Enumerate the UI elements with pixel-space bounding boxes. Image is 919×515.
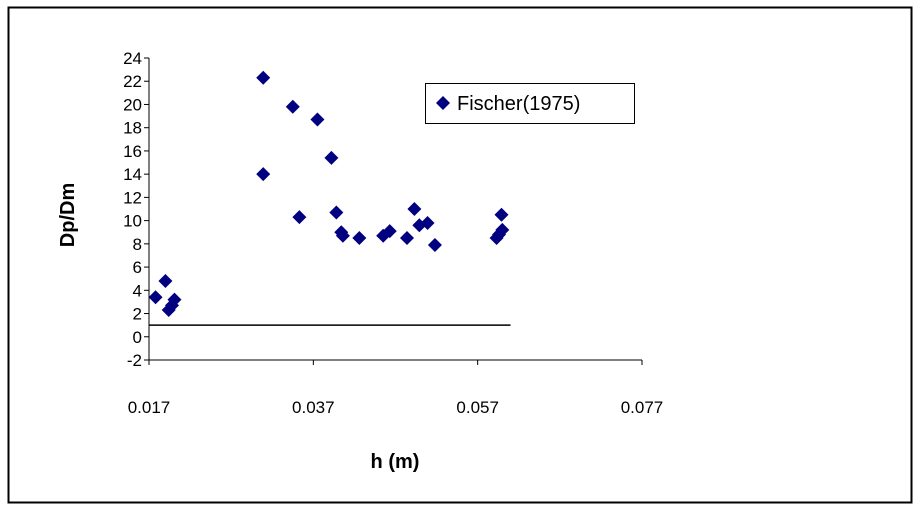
- data-point: [256, 70, 271, 85]
- data-point: [427, 238, 442, 253]
- data-point: [335, 228, 350, 243]
- data-point: [285, 99, 300, 114]
- data-point: [310, 112, 325, 127]
- data-point: [158, 274, 173, 289]
- data-point: [148, 290, 163, 305]
- data-point: [292, 210, 307, 225]
- chart-border: [7, 6, 913, 504]
- y-tick-label: 22: [123, 72, 142, 91]
- y-tick-label: 8: [133, 235, 142, 254]
- legend: Fischer(1975): [425, 83, 635, 124]
- y-tick-label: 6: [133, 258, 142, 277]
- data-point: [329, 205, 344, 220]
- x-tick-label: 0.037: [292, 398, 335, 417]
- x-tick-label: 0.077: [621, 398, 664, 417]
- y-tick-label: 10: [123, 212, 142, 231]
- data-point: [495, 222, 510, 237]
- data-point: [324, 150, 339, 165]
- x-tick-label: 0.017: [128, 398, 171, 417]
- y-tick-label: 18: [123, 119, 142, 138]
- y-tick-label: 4: [133, 281, 142, 300]
- y-tick-label: 16: [123, 142, 142, 161]
- legend-box: [425, 83, 635, 124]
- data-points: [148, 70, 510, 318]
- y-tick-label: 0: [133, 328, 142, 347]
- data-point: [400, 231, 415, 246]
- data-point: [420, 215, 435, 230]
- legend-label: Fischer(1975): [457, 93, 580, 115]
- y-tick-label: 2: [133, 305, 142, 324]
- data-point: [407, 202, 422, 216]
- data-point: [494, 207, 509, 222]
- y-axis-title: Dp/Dm: [57, 183, 79, 247]
- data-point: [352, 231, 367, 246]
- legend-marker: [436, 96, 450, 110]
- data-point: [167, 292, 182, 307]
- y-tick-label: 14: [123, 165, 142, 184]
- x-axis-title: h (m): [371, 451, 420, 473]
- data-point: [256, 167, 271, 182]
- data-point: [382, 224, 397, 239]
- y-tick-label: 24: [123, 49, 142, 68]
- y-tick-label: -2: [127, 351, 142, 370]
- y-tick-label: 12: [123, 188, 142, 207]
- x-tick-label: 0.057: [456, 398, 499, 417]
- y-tick-label: 20: [123, 95, 142, 114]
